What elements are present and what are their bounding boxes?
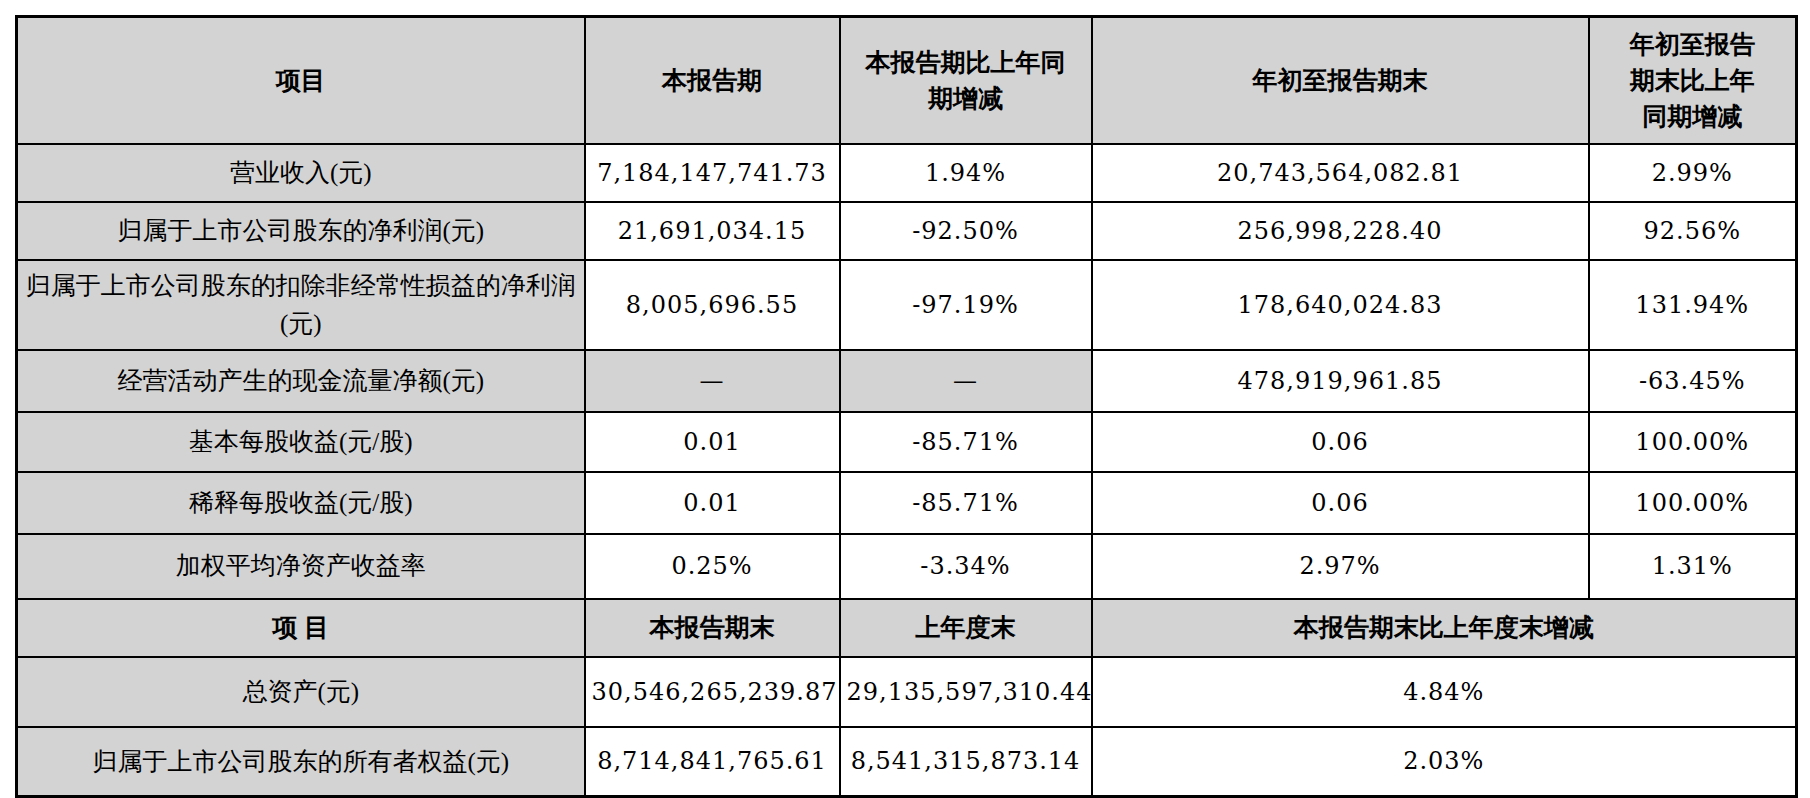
cell-value: 20,743,564,082.81 bbox=[1092, 144, 1589, 202]
financial-summary-table: 项目 本报告期 本报告期比上年同期增减 年初至报告期末 年初至报告期末比上年同期… bbox=[15, 15, 1798, 798]
row-label: 稀释每股收益(元/股) bbox=[17, 472, 585, 534]
row-label: 基本每股收益(元/股) bbox=[17, 412, 585, 472]
row-label: 归属于上市公司股东的所有者权益(元) bbox=[17, 727, 585, 797]
table-row-revenue: 营业收入(元) 7,184,147,741.73 1.94% 20,743,56… bbox=[17, 144, 1797, 202]
cell-value: 478,919,961.85 bbox=[1092, 350, 1589, 412]
cell-value: 2.99% bbox=[1589, 144, 1797, 202]
header-current-period: 本报告期 bbox=[585, 17, 840, 144]
table-row-weighted-avg-roe: 加权平均净资产收益率 0.25% -3.34% 2.97% 1.31% bbox=[17, 534, 1797, 599]
row-label: 加权平均净资产收益率 bbox=[17, 534, 585, 599]
cell-value: -85.71% bbox=[840, 472, 1092, 534]
section1-header-row: 项目 本报告期 本报告期比上年同期增减 年初至报告期末 年初至报告期末比上年同期… bbox=[17, 17, 1797, 144]
row-label: 归属于上市公司股东的扣除非经常性损益的净利润(元) bbox=[17, 260, 585, 350]
cell-value: -92.50% bbox=[840, 202, 1092, 260]
table-row-diluted-eps: 稀释每股收益(元/股) 0.01 -85.71% 0.06 100.00% bbox=[17, 472, 1797, 534]
cell-value: 8,005,696.55 bbox=[585, 260, 840, 350]
cell-value: -63.45% bbox=[1589, 350, 1797, 412]
cell-value: 2.97% bbox=[1092, 534, 1589, 599]
cell-value: 2.03% bbox=[1092, 727, 1797, 797]
row-label: 总资产(元) bbox=[17, 657, 585, 727]
cell-value: 1.94% bbox=[840, 144, 1092, 202]
header2-end-of-prior-year: 上年度末 bbox=[840, 599, 1092, 657]
cell-value: 21,691,034.15 bbox=[585, 202, 840, 260]
header-item: 项目 bbox=[17, 17, 585, 144]
cell-value: 0.06 bbox=[1092, 412, 1589, 472]
cell-value: 30,546,265,239.87 bbox=[585, 657, 840, 727]
financial-summary-table-wrap: 项目 本报告期 本报告期比上年同期增减 年初至报告期末 年初至报告期末比上年同期… bbox=[15, 15, 1798, 798]
header2-item: 项 目 bbox=[17, 599, 585, 657]
cell-value: -3.34% bbox=[840, 534, 1092, 599]
cell-value: 8,541,315,873.14 bbox=[840, 727, 1092, 797]
cell-value: 8,714,841,765.61 bbox=[585, 727, 840, 797]
cell-value: -97.19% bbox=[840, 260, 1092, 350]
cell-value: 178,640,024.83 bbox=[1092, 260, 1589, 350]
cell-value: 4.84% bbox=[1092, 657, 1797, 727]
cell-value: 100.00% bbox=[1589, 472, 1797, 534]
cell-value: -85.71% bbox=[840, 412, 1092, 472]
header2-end-vs-prior-year-end: 本报告期末比上年度末增减 bbox=[1092, 599, 1797, 657]
header-ytd-vs-prior-year: 年初至报告期末比上年同期增减 bbox=[1589, 17, 1797, 144]
table-row-net-profit: 归属于上市公司股东的净利润(元) 21,691,034.15 -92.50% 2… bbox=[17, 202, 1797, 260]
cell-value: 256,998,228.40 bbox=[1092, 202, 1589, 260]
cell-value: 0.01 bbox=[585, 412, 840, 472]
cell-value: 29,135,597,310.44 bbox=[840, 657, 1092, 727]
section2-header-row: 项 目 本报告期末 上年度末 本报告期末比上年度末增减 bbox=[17, 599, 1797, 657]
cell-value: 7,184,147,741.73 bbox=[585, 144, 840, 202]
row-label: 归属于上市公司股东的净利润(元) bbox=[17, 202, 585, 260]
row-label: 经营活动产生的现金流量净额(元) bbox=[17, 350, 585, 412]
table-row-operating-cash-flow: 经营活动产生的现金流量净额(元) — — 478,919,961.85 -63.… bbox=[17, 350, 1797, 412]
cell-value: 131.94% bbox=[1589, 260, 1797, 350]
cell-value-dash: — bbox=[585, 350, 840, 412]
header-ytd-vs-prior-year-text: 年初至报告期末比上年同期增减 bbox=[1621, 26, 1763, 135]
cell-value: 1.31% bbox=[1589, 534, 1797, 599]
header-current-vs-prior-year: 本报告期比上年同期增减 bbox=[840, 17, 1092, 144]
table-row-net-profit-excl-nonrecurring: 归属于上市公司股东的扣除非经常性损益的净利润(元) 8,005,696.55 -… bbox=[17, 260, 1797, 350]
cell-value-dash: — bbox=[840, 350, 1092, 412]
row-label: 营业收入(元) bbox=[17, 144, 585, 202]
table-row-basic-eps: 基本每股收益(元/股) 0.01 -85.71% 0.06 100.00% bbox=[17, 412, 1797, 472]
cell-value: 0.06 bbox=[1092, 472, 1589, 534]
cell-value: 100.00% bbox=[1589, 412, 1797, 472]
cell-value: 0.01 bbox=[585, 472, 840, 534]
table-row-equity: 归属于上市公司股东的所有者权益(元) 8,714,841,765.61 8,54… bbox=[17, 727, 1797, 797]
header-current-vs-prior-year-text: 本报告期比上年同期增减 bbox=[866, 44, 1066, 117]
cell-value: 0.25% bbox=[585, 534, 840, 599]
cell-value: 92.56% bbox=[1589, 202, 1797, 260]
table-row-total-assets: 总资产(元) 30,546,265,239.87 29,135,597,310.… bbox=[17, 657, 1797, 727]
header-ytd: 年初至报告期末 bbox=[1092, 17, 1589, 144]
header2-end-of-period: 本报告期末 bbox=[585, 599, 840, 657]
